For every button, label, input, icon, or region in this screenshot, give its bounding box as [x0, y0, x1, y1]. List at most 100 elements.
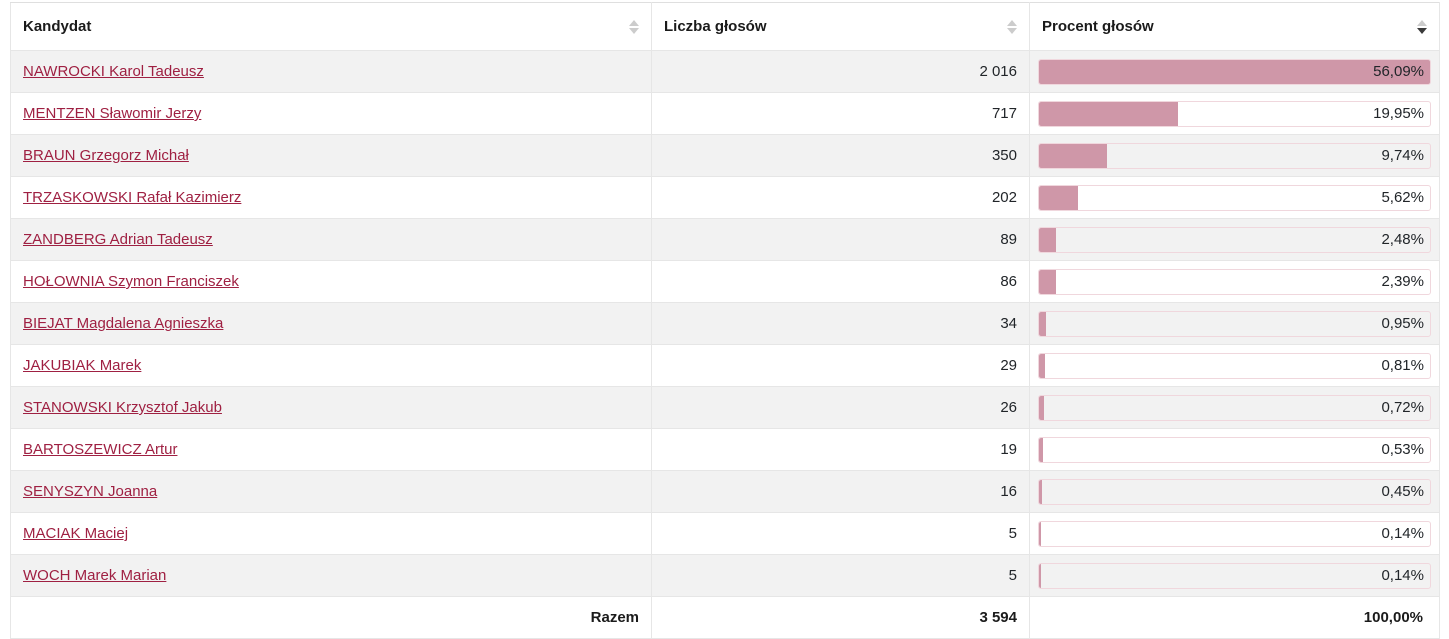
percent-bar-track: 0,81% [1038, 352, 1431, 379]
footer-total-label: Razem [10, 596, 652, 639]
percent-bar-label: 0,72% [1381, 399, 1424, 416]
table-body: NAWROCKI Karol Tadeusz 2 016 56,09% MENTZEN… [10, 50, 1440, 597]
table-row: BIEJAT Magdalena Agnieszka 34 0,95% [10, 302, 1440, 345]
percent-bar-fill [1039, 59, 1430, 84]
sort-desc-arrow-icon [1007, 27, 1017, 34]
sort-asc-arrow-icon [1417, 19, 1427, 26]
table-row: JAKUBIAK Marek 29 0,81% [10, 344, 1440, 387]
cell-candidate: ZANDBERG Adrian Tadeusz [10, 218, 652, 261]
percent-bar-fill [1039, 437, 1043, 462]
candidate-link[interactable]: MENTZEN Sławomir Jerzy [23, 105, 202, 122]
cell-percent: 0,81% [1029, 344, 1440, 387]
percent-bar-label: 0,81% [1381, 357, 1424, 374]
cell-percent: 2,39% [1029, 260, 1440, 303]
cell-candidate: MENTZEN Sławomir Jerzy [10, 92, 652, 135]
column-header-votes[interactable]: Liczba głosów [651, 2, 1030, 51]
table-row: ZANDBERG Adrian Tadeusz 89 2,48% [10, 218, 1440, 261]
candidate-link[interactable]: TRZASKOWSKI Rafał Kazimierz [23, 189, 242, 206]
candidate-link[interactable]: BRAUN Grzegorz Michał [23, 147, 189, 164]
percent-bar-fill [1039, 143, 1107, 168]
cell-votes: 5 [651, 554, 1030, 597]
percent-bar-track: 0,45% [1038, 478, 1431, 505]
candidate-link[interactable]: WOCH Marek Marian [23, 567, 167, 584]
cell-votes: 29 [651, 344, 1030, 387]
percent-bar-fill [1039, 185, 1079, 210]
sort-desc-arrow-icon [629, 27, 639, 34]
table-footer: Razem 3 594 100,00% [10, 596, 1440, 639]
cell-candidate: MACIAK Maciej [10, 512, 652, 555]
cell-votes: 86 [651, 260, 1030, 303]
candidate-link[interactable]: NAWROCKI Karol Tadeusz [23, 63, 204, 80]
table-row: STANOWSKI Krzysztof Jakub 26 0,72% [10, 386, 1440, 429]
cell-candidate: TRZASKOWSKI Rafał Kazimierz [10, 176, 652, 219]
cell-votes: 350 [651, 134, 1030, 177]
percent-bar-fill [1039, 353, 1045, 378]
cell-percent: 0,72% [1029, 386, 1440, 429]
table-row: NAWROCKI Karol Tadeusz 2 016 56,09% [10, 50, 1440, 93]
cell-percent: 5,62% [1029, 176, 1440, 219]
candidate-link[interactable]: JAKUBIAK Marek [23, 357, 142, 374]
cell-percent: 2,48% [1029, 218, 1440, 261]
cell-candidate: STANOWSKI Krzysztof Jakub [10, 386, 652, 429]
percent-bar-track: 0,53% [1038, 436, 1431, 463]
table-row: BRAUN Grzegorz Michał 350 9,74% [10, 134, 1440, 177]
cell-votes: 202 [651, 176, 1030, 219]
table-row: MENTZEN Sławomir Jerzy 717 19,95% [10, 92, 1440, 135]
cell-votes: 5 [651, 512, 1030, 555]
cell-candidate: JAKUBIAK Marek [10, 344, 652, 387]
column-header-percent-label: Procent głosów [1042, 18, 1154, 35]
table-row: SENYSZYN Joanna 16 0,45% [10, 470, 1440, 513]
cell-percent: 0,53% [1029, 428, 1440, 471]
sort-desc-icon[interactable] [1417, 19, 1427, 34]
column-header-percent[interactable]: Procent głosów [1029, 2, 1440, 51]
table-row: HOŁOWNIA Szymon Franciszek 86 2,39% [10, 260, 1440, 303]
percent-bar-fill [1039, 479, 1043, 504]
percent-bar-label: 56,09% [1373, 63, 1424, 80]
cell-percent: 9,74% [1029, 134, 1440, 177]
candidate-link[interactable]: BIEJAT Magdalena Agnieszka [23, 315, 224, 332]
percent-bar-fill [1039, 395, 1045, 420]
percent-bar-track: 0,72% [1038, 394, 1431, 421]
percent-bar-label: 0,53% [1381, 441, 1424, 458]
cell-votes: 89 [651, 218, 1030, 261]
cell-candidate: SENYSZYN Joanna [10, 470, 652, 513]
cell-percent: 0,95% [1029, 302, 1440, 345]
candidate-link[interactable]: MACIAK Maciej [23, 525, 129, 542]
percent-bar-fill [1039, 269, 1056, 294]
results-table: Kandydat Liczba głosów [10, 2, 1440, 639]
percent-bar-label: 2,48% [1381, 231, 1424, 248]
footer-total-percent: 100,00% [1029, 596, 1440, 639]
sort-both-icon[interactable] [1007, 19, 1017, 34]
candidate-link[interactable]: SENYSZYN Joanna [23, 483, 158, 500]
column-header-votes-label: Liczba głosów [664, 18, 767, 35]
results-table-container: Kandydat Liczba głosów [10, 2, 1440, 639]
percent-bar-label: 0,95% [1381, 315, 1424, 332]
candidate-link[interactable]: HOŁOWNIA Szymon Franciszek [23, 273, 239, 290]
sort-both-icon[interactable] [629, 19, 639, 34]
candidate-link[interactable]: BARTOSZEWICZ Artur [23, 441, 178, 458]
percent-bar-track: 19,95% [1038, 100, 1431, 127]
cell-candidate: BARTOSZEWICZ Artur [10, 428, 652, 471]
percent-bar-fill [1039, 227, 1057, 252]
percent-bar-label: 9,74% [1381, 147, 1424, 164]
percent-bar-track: 2,48% [1038, 226, 1431, 253]
candidate-link[interactable]: ZANDBERG Adrian Tadeusz [23, 231, 213, 248]
percent-bar-track: 56,09% [1038, 58, 1431, 85]
footer-row-total: Razem 3 594 100,00% [10, 596, 1440, 639]
percent-bar-fill [1039, 311, 1046, 336]
percent-bar-label: 0,14% [1381, 525, 1424, 542]
cell-candidate: NAWROCKI Karol Tadeusz [10, 50, 652, 93]
cell-votes: 16 [651, 470, 1030, 513]
percent-bar-fill [1039, 101, 1179, 126]
cell-votes: 26 [651, 386, 1030, 429]
table-row: BARTOSZEWICZ Artur 19 0,53% [10, 428, 1440, 471]
cell-percent: 0,14% [1029, 512, 1440, 555]
cell-candidate: BIEJAT Magdalena Agnieszka [10, 302, 652, 345]
header-row: Kandydat Liczba głosów [10, 2, 1440, 51]
cell-candidate: BRAUN Grzegorz Michał [10, 134, 652, 177]
cell-votes: 34 [651, 302, 1030, 345]
candidate-link[interactable]: STANOWSKI Krzysztof Jakub [23, 399, 222, 416]
cell-percent: 56,09% [1029, 50, 1440, 93]
table-header: Kandydat Liczba głosów [10, 2, 1440, 51]
column-header-candidate[interactable]: Kandydat [10, 2, 652, 51]
